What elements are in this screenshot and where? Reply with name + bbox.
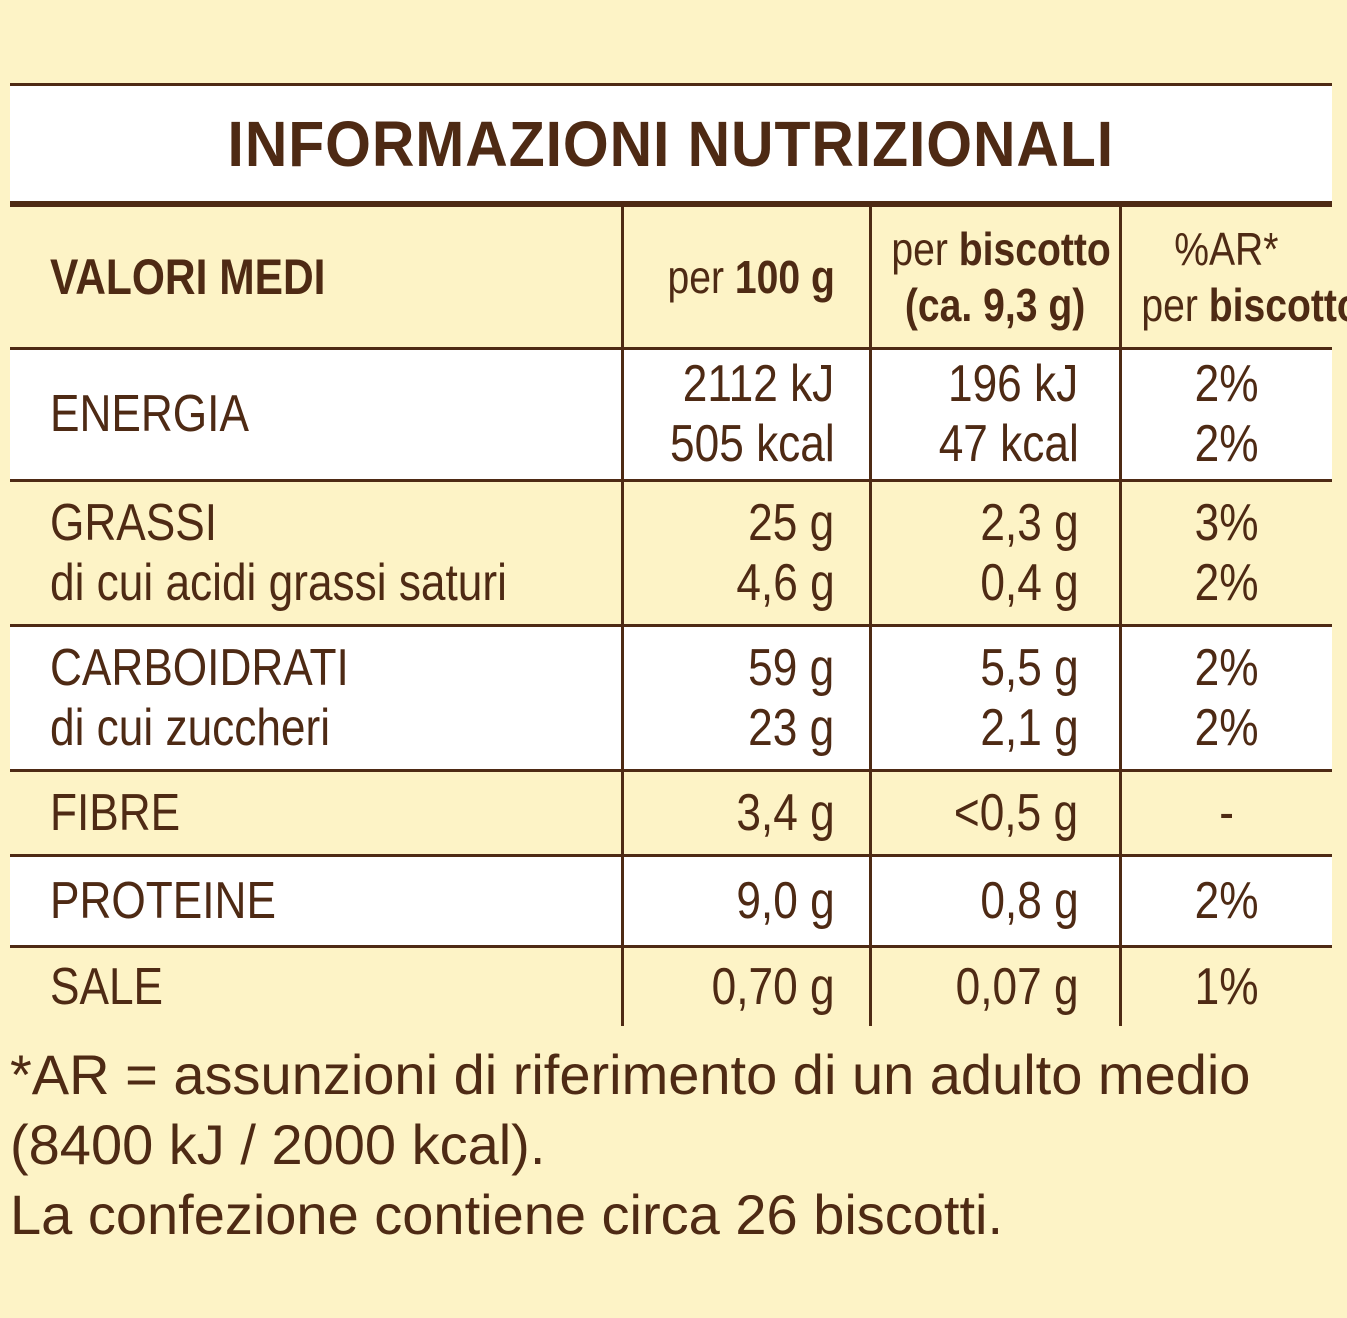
row-per100-cell: 2112 kJ 505 kcal	[620, 348, 870, 482]
row-ar-cell: 2%	[1118, 855, 1332, 948]
header-perbiscotto-weight: (ca. 9,3 g)	[904, 278, 1086, 331]
row-ar: 2%	[1194, 871, 1259, 930]
row-label: FIBRE	[50, 783, 181, 842]
header-perbiscotto-line1: per biscotto	[891, 221, 1110, 277]
header-perbiscotto-pre: per	[890, 222, 948, 275]
header-perbiscotto-bold: biscotto	[958, 222, 1111, 275]
row-ar-cell: 3% 2%	[1118, 480, 1332, 627]
row-sub-perbiscotto: 2,1 g	[980, 698, 1079, 757]
row-per100: 25 g	[748, 493, 835, 552]
row-ar-cell: 1%	[1118, 946, 1332, 1026]
row-perbiscotto: 2,3 g	[980, 493, 1079, 552]
table-row: PROTEINE 9,0 g 0,8 g 2%	[10, 855, 1332, 948]
table-row: ENERGIA 2112 kJ 505 kcal 196 kJ 47 kcal …	[10, 348, 1332, 482]
row-label-cell: SALE	[10, 946, 622, 1026]
row-perbiscotto-cell: 2,3 g 0,4 g	[868, 480, 1120, 627]
row-per100: 0,70 g	[711, 957, 835, 1016]
row-perbiscotto-cell: 5,5 g 2,1 g	[868, 625, 1120, 772]
nutrition-table: VALORI MEDI per 100 g per biscotto (ca. …	[10, 207, 1347, 1026]
row-sub-per100: 23 g	[748, 698, 835, 757]
row-ar-cell: -	[1118, 770, 1332, 857]
row-ar: -	[1219, 783, 1235, 842]
footnote: *AR = assunzioni di riferimento di un ad…	[10, 1040, 1340, 1250]
row-ar-cell: 2% 2%	[1118, 348, 1332, 482]
row-perbiscotto: <0,5 g	[954, 783, 1079, 842]
row-ar: 2%	[1194, 355, 1259, 413]
header-row: VALORI MEDI per 100 g per biscotto (ca. …	[10, 207, 1347, 350]
row-perbiscotto: 196 kJ	[948, 355, 1079, 413]
row-label: CARBOIDRATI	[50, 638, 349, 697]
row-perbiscotto-cell: <0,5 g	[868, 770, 1120, 857]
header-label: VALORI MEDI	[50, 248, 326, 305]
footnote-line-1: *AR = assunzioni di riferimento di un ad…	[10, 1043, 1251, 1106]
row-label: PROTEINE	[50, 871, 276, 930]
footnote-line-2: (8400 kJ / 2000 kcal).	[10, 1113, 546, 1176]
row-sub-label: di cui acidi grassi saturi	[50, 553, 507, 612]
header-label-cell: VALORI MEDI	[10, 207, 622, 350]
row-sub-perbiscotto: 47 kcal	[938, 415, 1079, 473]
row-per100-cell: 59 g 23 g	[620, 625, 870, 772]
row-ar: 2%	[1194, 638, 1259, 697]
row-label-cell: FIBRE	[10, 770, 622, 857]
footnote-line-3: La confezione contiene circa 26 biscotti…	[10, 1183, 1004, 1246]
title-text: INFORMAZIONI NUTRIZIONALI	[227, 107, 1115, 180]
row-label-cell: PROTEINE	[10, 855, 622, 948]
row-perbiscotto: 0,8 g	[980, 871, 1079, 930]
table-row: FIBRE 3,4 g <0,5 g -	[10, 770, 1332, 857]
row-per100-cell: 3,4 g	[620, 770, 870, 857]
header-perbiscotto-line2: (ca. 9,3 g)	[905, 277, 1085, 333]
row-sub-ar: 2%	[1194, 698, 1259, 757]
row-sub-perbiscotto: 0,4 g	[980, 553, 1079, 612]
row-perbiscotto: 0,07 g	[955, 957, 1079, 1016]
row-label-cell: GRASSI di cui acidi grassi saturi	[10, 480, 622, 627]
row-label-cell: CARBOIDRATI di cui zuccheri	[10, 625, 622, 772]
table-row: SALE 0,70 g 0,07 g 1%	[10, 946, 1332, 1026]
header-per100: per 100 g	[667, 249, 834, 305]
row-sub-per100: 505 kcal	[669, 415, 835, 473]
header-ar-cell: %AR* per biscotto	[1118, 207, 1347, 350]
row-sub-per100: 4,6 g	[736, 553, 835, 612]
table-title: INFORMAZIONI NUTRIZIONALI	[10, 83, 1332, 207]
header-per100-pre: per	[667, 250, 724, 303]
row-per100: 2112 kJ	[682, 355, 835, 413]
row-ar: 3%	[1194, 493, 1259, 552]
row-perbiscotto-cell: 0,8 g	[868, 855, 1120, 948]
row-label: SALE	[50, 957, 164, 1016]
row-sub-label: di cui zuccheri	[50, 698, 331, 757]
row-sub-ar: 2%	[1194, 553, 1259, 612]
row-perbiscotto: 5,5 g	[980, 638, 1079, 697]
header-per100-bold: 100 g	[734, 250, 835, 303]
row-label: ENERGIA	[50, 385, 249, 443]
row-per100: 59 g	[748, 638, 835, 697]
row-per100-cell: 9,0 g	[620, 855, 870, 948]
table-row: GRASSI di cui acidi grassi saturi 25 g 4…	[10, 480, 1332, 627]
row-per100: 9,0 g	[736, 871, 835, 930]
header-ar-bold: biscotto	[1208, 278, 1347, 331]
row-ar: 1%	[1194, 957, 1259, 1016]
row-ar-cell: 2% 2%	[1118, 625, 1332, 772]
row-per100-cell: 25 g 4,6 g	[620, 480, 870, 627]
header-ar-pre: per	[1140, 278, 1198, 331]
header-perbiscotto-cell: per biscotto (ca. 9,3 g)	[868, 207, 1120, 350]
header-ar-line2: per biscotto	[1141, 277, 1347, 333]
table-row: CARBOIDRATI di cui zuccheri 59 g 23 g 5,…	[10, 625, 1332, 772]
row-sub-ar: 2%	[1194, 415, 1259, 473]
row-per100-cell: 0,70 g	[620, 946, 870, 1026]
row-perbiscotto-cell: 196 kJ 47 kcal	[868, 348, 1120, 482]
row-label-cell: ENERGIA	[10, 348, 622, 482]
row-label: GRASSI	[50, 493, 218, 552]
row-per100: 3,4 g	[736, 783, 835, 842]
row-perbiscotto-cell: 0,07 g	[868, 946, 1120, 1026]
header-per100-cell: per 100 g	[620, 207, 870, 350]
header-ar-line1: %AR*	[1174, 222, 1279, 275]
